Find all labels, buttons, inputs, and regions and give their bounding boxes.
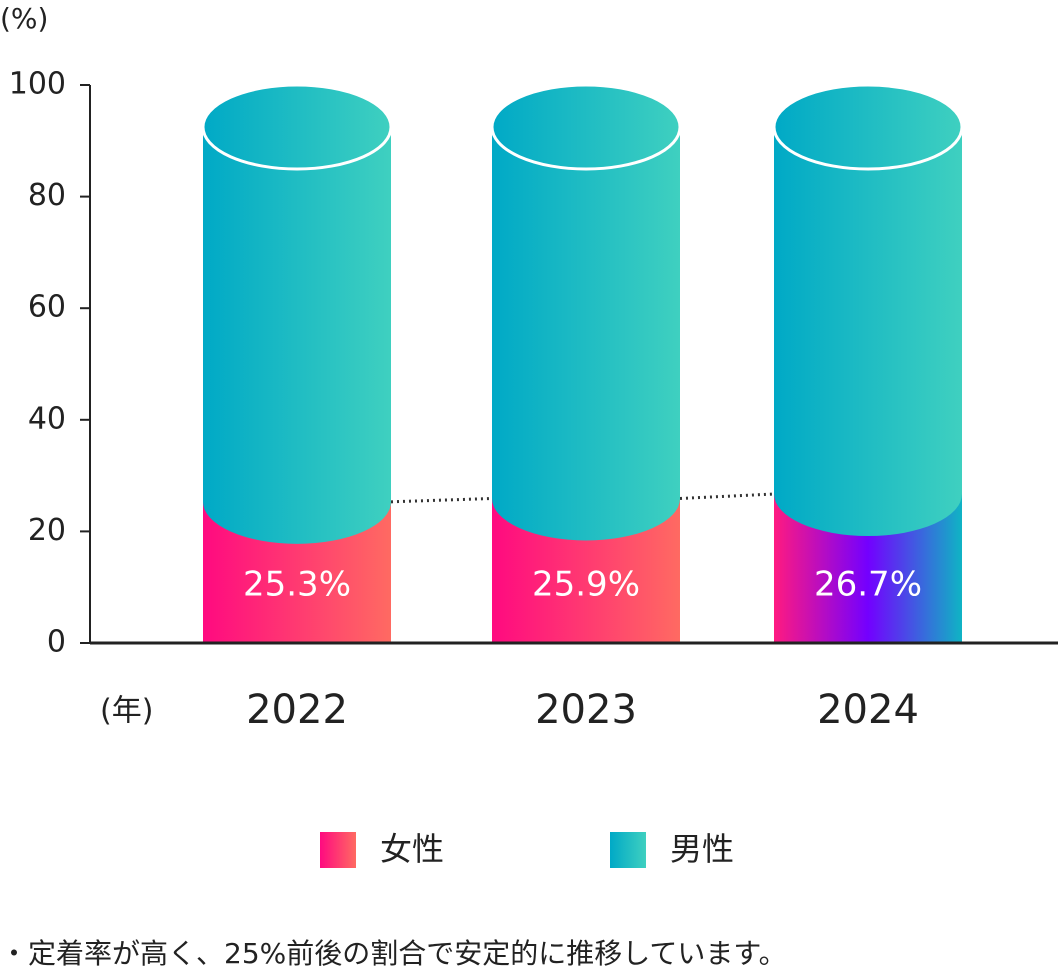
y-tick-label: 40 <box>28 401 66 436</box>
y-tick-label: 80 <box>28 178 66 213</box>
y-tick-label: 60 <box>28 290 66 325</box>
y-unit: (%) <box>0 2 48 35</box>
x-tick-label: 2023 <box>535 687 637 733</box>
bar-top <box>490 83 682 171</box>
connector <box>390 496 493 504</box>
x-tick-label: 2024 <box>817 687 919 733</box>
y-tick-label: 0 <box>47 625 66 660</box>
y-tick-label: 100 <box>9 67 66 102</box>
bar-segment <box>774 127 962 537</box>
legend-swatch <box>610 832 646 868</box>
legend-label: 男性 <box>670 830 734 868</box>
bar-top <box>772 83 964 171</box>
bar-top <box>201 83 393 171</box>
footnote: ・定着率が高く、25%前後の割合で安定的に推移しています。 <box>0 937 787 970</box>
legend-swatch <box>320 832 356 868</box>
value-label: 26.7% <box>814 565 922 605</box>
x-unit: (年) <box>100 694 153 729</box>
legend-label: 女性 <box>380 830 444 868</box>
connector <box>679 492 775 500</box>
bar-segment <box>203 127 391 544</box>
value-label: 25.9% <box>532 565 640 605</box>
x-tick-label: 2022 <box>246 687 348 733</box>
y-tick-label: 20 <box>28 513 66 548</box>
value-label: 25.3% <box>243 565 351 605</box>
bar-segment <box>492 127 680 541</box>
